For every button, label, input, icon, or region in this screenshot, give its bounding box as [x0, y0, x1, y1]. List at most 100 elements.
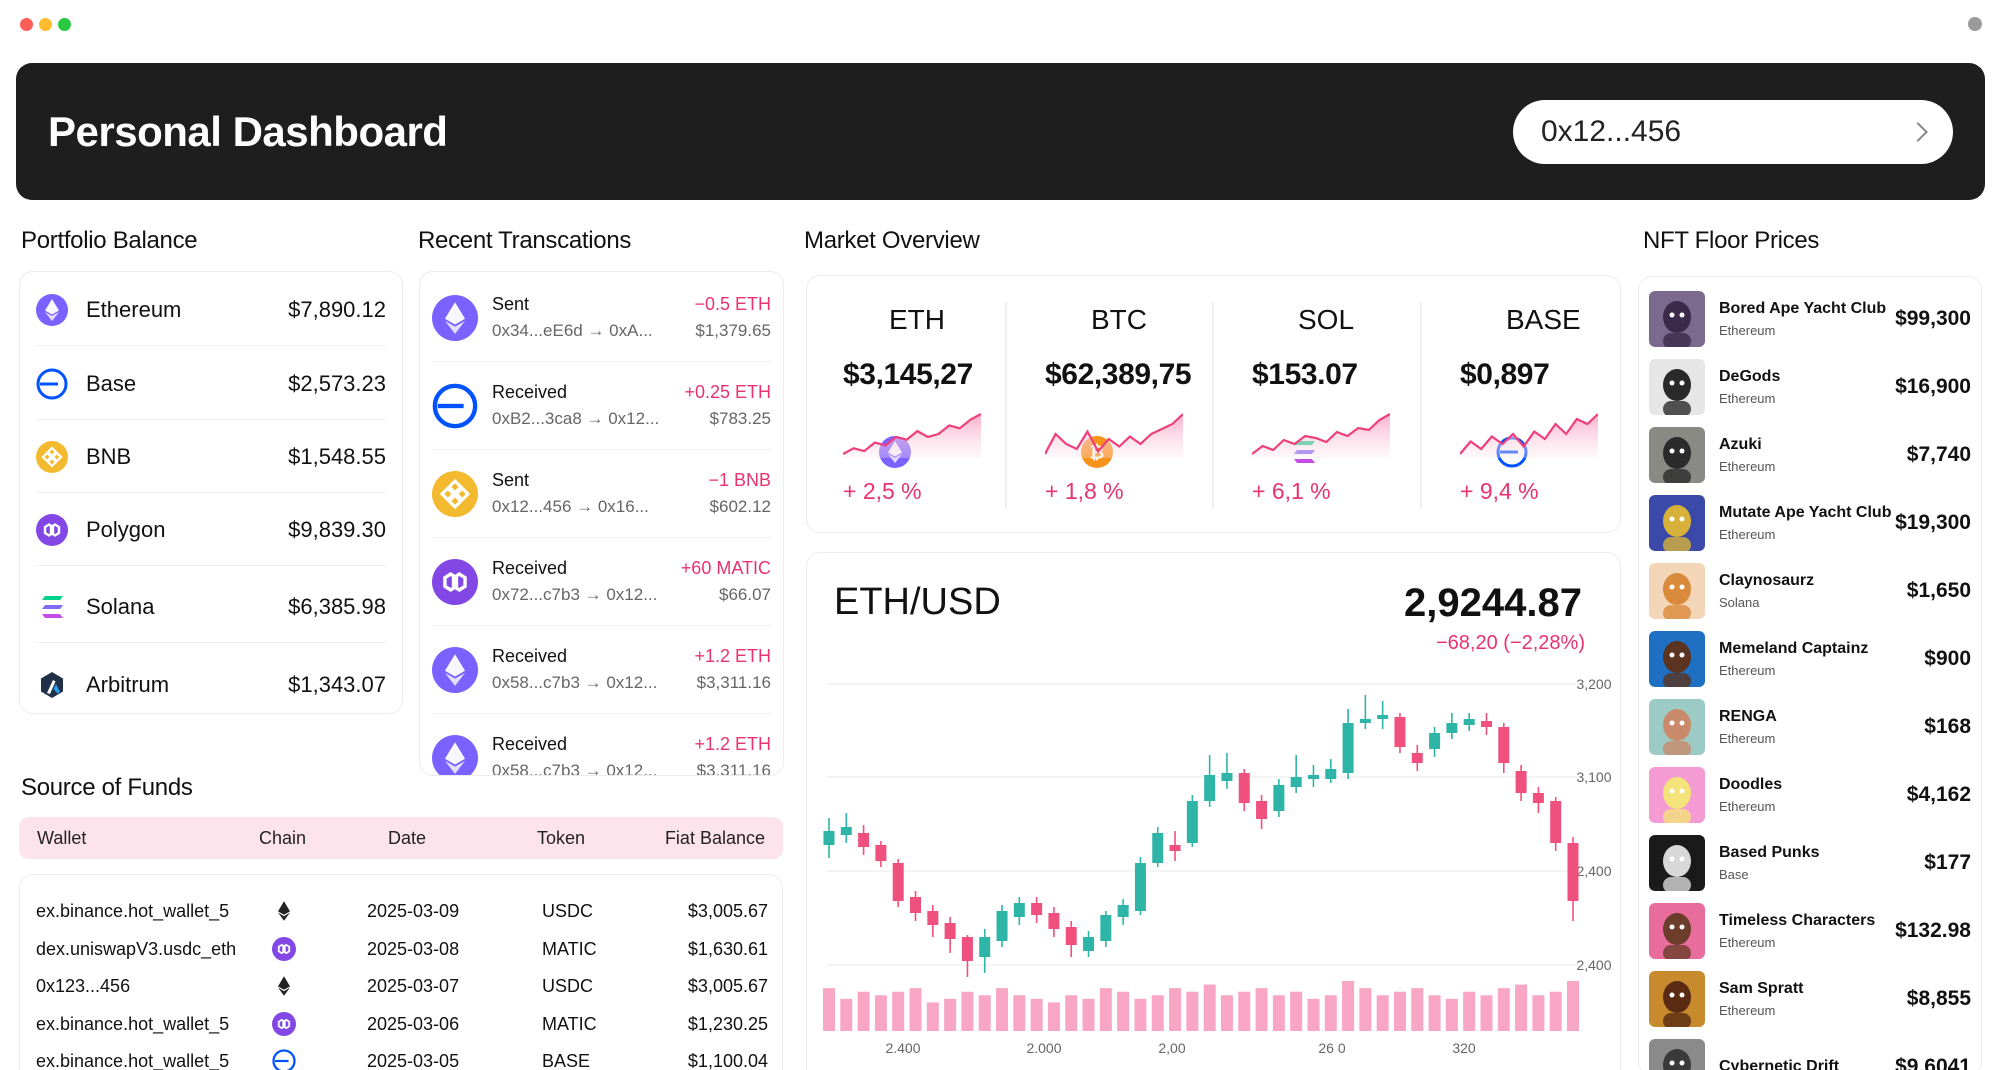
- candle-body[interactable]: [875, 845, 887, 861]
- transaction-row[interactable]: Sent 0x34...eE6d → 0xA... −0.5 ETH $1,379.6…: [432, 274, 771, 362]
- candle-body[interactable]: [1290, 777, 1302, 787]
- candle-body[interactable]: [1429, 733, 1441, 749]
- candle-body[interactable]: [1411, 753, 1423, 763]
- candle-body[interactable]: [944, 923, 956, 939]
- candle-body[interactable]: [892, 863, 904, 901]
- candle-body[interactable]: [1013, 903, 1025, 917]
- candle-body[interactable]: [961, 937, 973, 961]
- volume-bar: [1532, 995, 1545, 1031]
- candle-body[interactable]: [1325, 769, 1337, 779]
- transaction-row[interactable]: Received 0x58...c7b3 → 0x12... +1.2 ETH $3,…: [432, 626, 771, 714]
- nft-name: Sam Spratt: [1719, 980, 1804, 997]
- nft-row[interactable]: DeGods Ethereum $16,900: [1649, 353, 1971, 421]
- nft-row[interactable]: Memeland Captainz Ethereum $900: [1649, 625, 1971, 693]
- market-item-base[interactable]: BASE $0,897 + 9,4 %: [1424, 276, 1629, 534]
- candle-body[interactable]: [979, 937, 991, 957]
- funds-wallet: ex.binance.hot_wallet_5: [36, 1013, 230, 1034]
- nft-row[interactable]: Bored Ape Yacht Club Ethereum $99,300: [1649, 285, 1971, 353]
- candle-body[interactable]: [1273, 785, 1285, 811]
- transaction-row[interactable]: Sent 0x12...456 → 0x16... −1 BNB $602.12: [432, 450, 771, 538]
- candle-body[interactable]: [1083, 937, 1095, 951]
- candle-body[interactable]: [1359, 719, 1371, 723]
- maximize-window-button[interactable]: [58, 18, 71, 31]
- candle-body[interactable]: [1342, 723, 1354, 773]
- nft-row[interactable]: Based Punks Base $177: [1649, 829, 1971, 897]
- volume-bar: [909, 988, 922, 1031]
- transaction-amount: −0.5 ETH: [694, 294, 771, 314]
- volume-bar: [1099, 988, 1112, 1031]
- nft-name: Based Punks: [1719, 844, 1820, 861]
- market-item-eth[interactable]: ETH $3,145,27 + 2,5 %: [807, 276, 1012, 534]
- candle-body[interactable]: [910, 897, 922, 913]
- candle-body[interactable]: [1117, 905, 1129, 917]
- nft-row[interactable]: Sam Spratt Ethereum $8,855: [1649, 965, 1971, 1033]
- candle-body[interactable]: [1204, 775, 1216, 801]
- transaction-row[interactable]: Received 0x72...c7b3 → 0x12... +60 MATIC $6…: [432, 538, 771, 626]
- transaction-row[interactable]: Received 0xB2...3ca8 → 0x12... +0.25 ETH $7…: [432, 362, 771, 450]
- funds-row[interactable]: ex.binance.hot_wallet_5 2025-03-06 MATIC $1…: [20, 1006, 784, 1043]
- candle-body[interactable]: [823, 831, 835, 845]
- candlestick-chart[interactable]: 3,200 3,100 2,400 2,400 2.400 2.000 2,00 26 0 32…: [807, 553, 1622, 1070]
- portfolio-row[interactable]: BNB $1,548.55: [36, 421, 386, 493]
- candle-body[interactable]: [1307, 775, 1319, 779]
- candle-body[interactable]: [1532, 793, 1544, 803]
- funds-row[interactable]: ex.binance.hot_wallet_5 2025-03-09 USDC $3,…: [20, 893, 784, 930]
- candle-body[interactable]: [1377, 715, 1389, 719]
- candle-body[interactable]: [996, 911, 1008, 941]
- candle-body[interactable]: [1169, 845, 1181, 851]
- candle-body[interactable]: [1221, 773, 1233, 781]
- candle-body[interactable]: [1031, 903, 1043, 915]
- candle-body[interactable]: [1238, 773, 1250, 803]
- portfolio-row[interactable]: Polygon $9,839.30: [36, 494, 386, 566]
- sparkline-area: [1252, 414, 1390, 458]
- portfolio-row[interactable]: Base $2,573.23: [36, 348, 386, 420]
- nft-chain: Ethereum: [1719, 391, 1776, 406]
- candle-body[interactable]: [1048, 913, 1060, 929]
- transaction-row[interactable]: Received 0x58...c7b3 → 0x12... +1.2 ETH $3,…: [432, 714, 771, 775]
- nft-row[interactable]: Doodles Ethereum $4,162: [1649, 761, 1971, 829]
- x-axis-tick: 2.000: [1026, 1040, 1061, 1056]
- nft-floor-card: Bored Ape Yacht Club Ethereum $99,300 DeGod…: [1638, 276, 1982, 1070]
- nft-row[interactable]: Claynosaurz Solana $1,650: [1649, 557, 1971, 625]
- portfolio-row[interactable]: Ethereum $7,890.12: [36, 274, 386, 346]
- close-window-button[interactable]: [20, 18, 33, 31]
- funds-row[interactable]: ex.binance.hot_wallet_5 2025-03-05 BASE $1,…: [20, 1043, 784, 1070]
- market-item-sol[interactable]: SOL $153.07 + 6,1 %: [1216, 276, 1421, 534]
- funds-row[interactable]: 0x123...456 2025-03-07 USDC $3,005.67: [20, 968, 784, 1005]
- polygon-icon: [272, 936, 296, 961]
- nft-row[interactable]: Cybernetic Drift $9,6041: [1649, 1033, 1971, 1070]
- candle-body[interactable]: [1567, 843, 1579, 901]
- candle-body[interactable]: [1152, 833, 1164, 863]
- candle-body[interactable]: [1394, 717, 1406, 747]
- nft-row[interactable]: Timeless Characters Ethereum $132.98: [1649, 897, 1971, 965]
- minimize-window-button[interactable]: [39, 18, 52, 31]
- nft-floor-price: $8,855: [1906, 987, 1971, 1010]
- candle-body[interactable]: [1134, 863, 1146, 911]
- candle-body[interactable]: [840, 827, 852, 835]
- funds-row[interactable]: dex.uniswapV3.usdc_eth 2025-03-08 MATIC $1,…: [20, 931, 784, 968]
- candle-body[interactable]: [1186, 801, 1198, 843]
- wallet-selector[interactable]: 0x12...456: [1513, 100, 1953, 164]
- candle-body[interactable]: [1463, 719, 1475, 725]
- portfolio-asset-value: $1,343.07: [288, 672, 386, 697]
- candle-body[interactable]: [858, 833, 870, 847]
- nft-row[interactable]: RENGA Ethereum $168: [1649, 693, 1971, 761]
- candle-body[interactable]: [1065, 927, 1077, 945]
- candle-body[interactable]: [1550, 801, 1562, 843]
- candle-body[interactable]: [927, 911, 939, 925]
- candle-body[interactable]: [1256, 801, 1268, 819]
- portfolio-row[interactable]: Arbitrum $1,343.07: [36, 649, 386, 721]
- candle-body[interactable]: [1498, 727, 1510, 763]
- funds-date: 2025-03-09: [367, 901, 460, 921]
- candle-body[interactable]: [1446, 723, 1458, 733]
- candle-body[interactable]: [1515, 771, 1527, 793]
- azuki-nft-icon: [1649, 427, 1705, 483]
- nft-row[interactable]: Mutate Ape Yacht Club Ethereum $19,300: [1649, 489, 1971, 557]
- volume-bar: [857, 991, 870, 1031]
- portfolio-row[interactable]: Solana $6,385.98: [36, 571, 386, 643]
- candle-body[interactable]: [1480, 721, 1492, 727]
- sam-spratt-nft-icon: [1649, 971, 1705, 1027]
- candle-body[interactable]: [1100, 915, 1112, 941]
- market-item-btc[interactable]: ₿BTC$62,389,75+ 1,8 %: [1009, 276, 1214, 534]
- nft-row[interactable]: Azuki Ethereum $7,740: [1649, 421, 1971, 489]
